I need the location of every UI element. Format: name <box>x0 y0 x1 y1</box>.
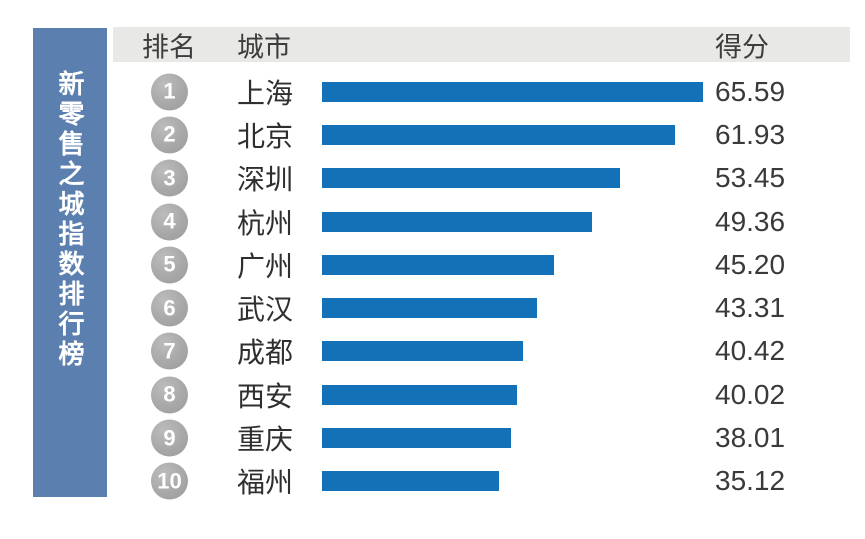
score-bar <box>322 81 703 102</box>
table-header: 排名 城市 得分 <box>113 27 850 62</box>
score-bar <box>322 341 523 362</box>
table-row: 10 福州 35.12 <box>113 460 850 503</box>
city-label: 杭州 <box>237 207 294 239</box>
city-label: 武汉 <box>237 294 294 326</box>
rank-badge: 6 <box>151 289 188 327</box>
score-bar <box>322 211 592 232</box>
city-label: 福州 <box>237 467 294 499</box>
score-value: 38.01 <box>715 422 786 454</box>
rank-badge: 9 <box>151 419 188 457</box>
table-row: 4 杭州 49.36 <box>113 200 850 243</box>
city-label: 广州 <box>237 250 294 282</box>
chart-title: 新零售之城指数排行榜 <box>55 70 85 370</box>
score-value: 35.12 <box>715 465 786 497</box>
rank-badge: 10 <box>151 462 188 500</box>
score-value: 43.31 <box>715 292 786 324</box>
header-city: 城市 <box>237 32 291 62</box>
table-row: 7 成都 40.42 <box>113 330 850 373</box>
header-score: 得分 <box>715 32 769 62</box>
score-bar <box>322 428 511 449</box>
city-label: 北京 <box>237 120 294 152</box>
score-bar <box>322 124 675 145</box>
table-row: 3 深圳 53.45 <box>113 157 850 200</box>
rank-badge: 4 <box>151 203 188 241</box>
rank-badge: 3 <box>151 159 188 197</box>
score-bar <box>322 471 499 492</box>
table-row: 8 西安 40.02 <box>113 373 850 416</box>
score-bar <box>322 254 554 275</box>
table-row: 5 广州 45.20 <box>113 243 850 286</box>
score-value: 40.42 <box>715 335 786 367</box>
score-bar <box>322 168 620 189</box>
table-row: 1 上海 65.59 <box>113 70 850 113</box>
score-value: 45.20 <box>715 248 786 280</box>
score-value: 53.45 <box>715 162 786 194</box>
city-label: 深圳 <box>237 164 294 196</box>
score-bar <box>322 384 517 405</box>
rank-badge: 8 <box>151 376 188 414</box>
city-label: 西安 <box>237 380 294 412</box>
score-value: 40.02 <box>715 378 786 410</box>
rank-badge: 5 <box>151 246 188 284</box>
score-bar <box>322 298 537 319</box>
score-value: 49.36 <box>715 205 786 237</box>
city-label: 上海 <box>237 77 294 109</box>
rank-badge: 7 <box>151 332 188 370</box>
city-label: 重庆 <box>237 424 294 456</box>
table-row: 9 重庆 38.01 <box>113 416 850 459</box>
city-label: 成都 <box>237 337 294 369</box>
ranking-rows: 1 上海 65.59 2 北京 61.93 3 深圳 53.45 4 杭州 49… <box>113 70 850 503</box>
chart-title-banner: 新零售之城指数排行榜 <box>33 28 107 497</box>
score-value: 65.59 <box>715 75 786 107</box>
rank-badge: 2 <box>151 116 188 154</box>
header-rank: 排名 <box>142 32 196 62</box>
score-value: 61.93 <box>715 118 786 150</box>
rank-badge: 1 <box>151 73 188 111</box>
table-row: 6 武汉 43.31 <box>113 286 850 329</box>
table-row: 2 北京 61.93 <box>113 113 850 156</box>
